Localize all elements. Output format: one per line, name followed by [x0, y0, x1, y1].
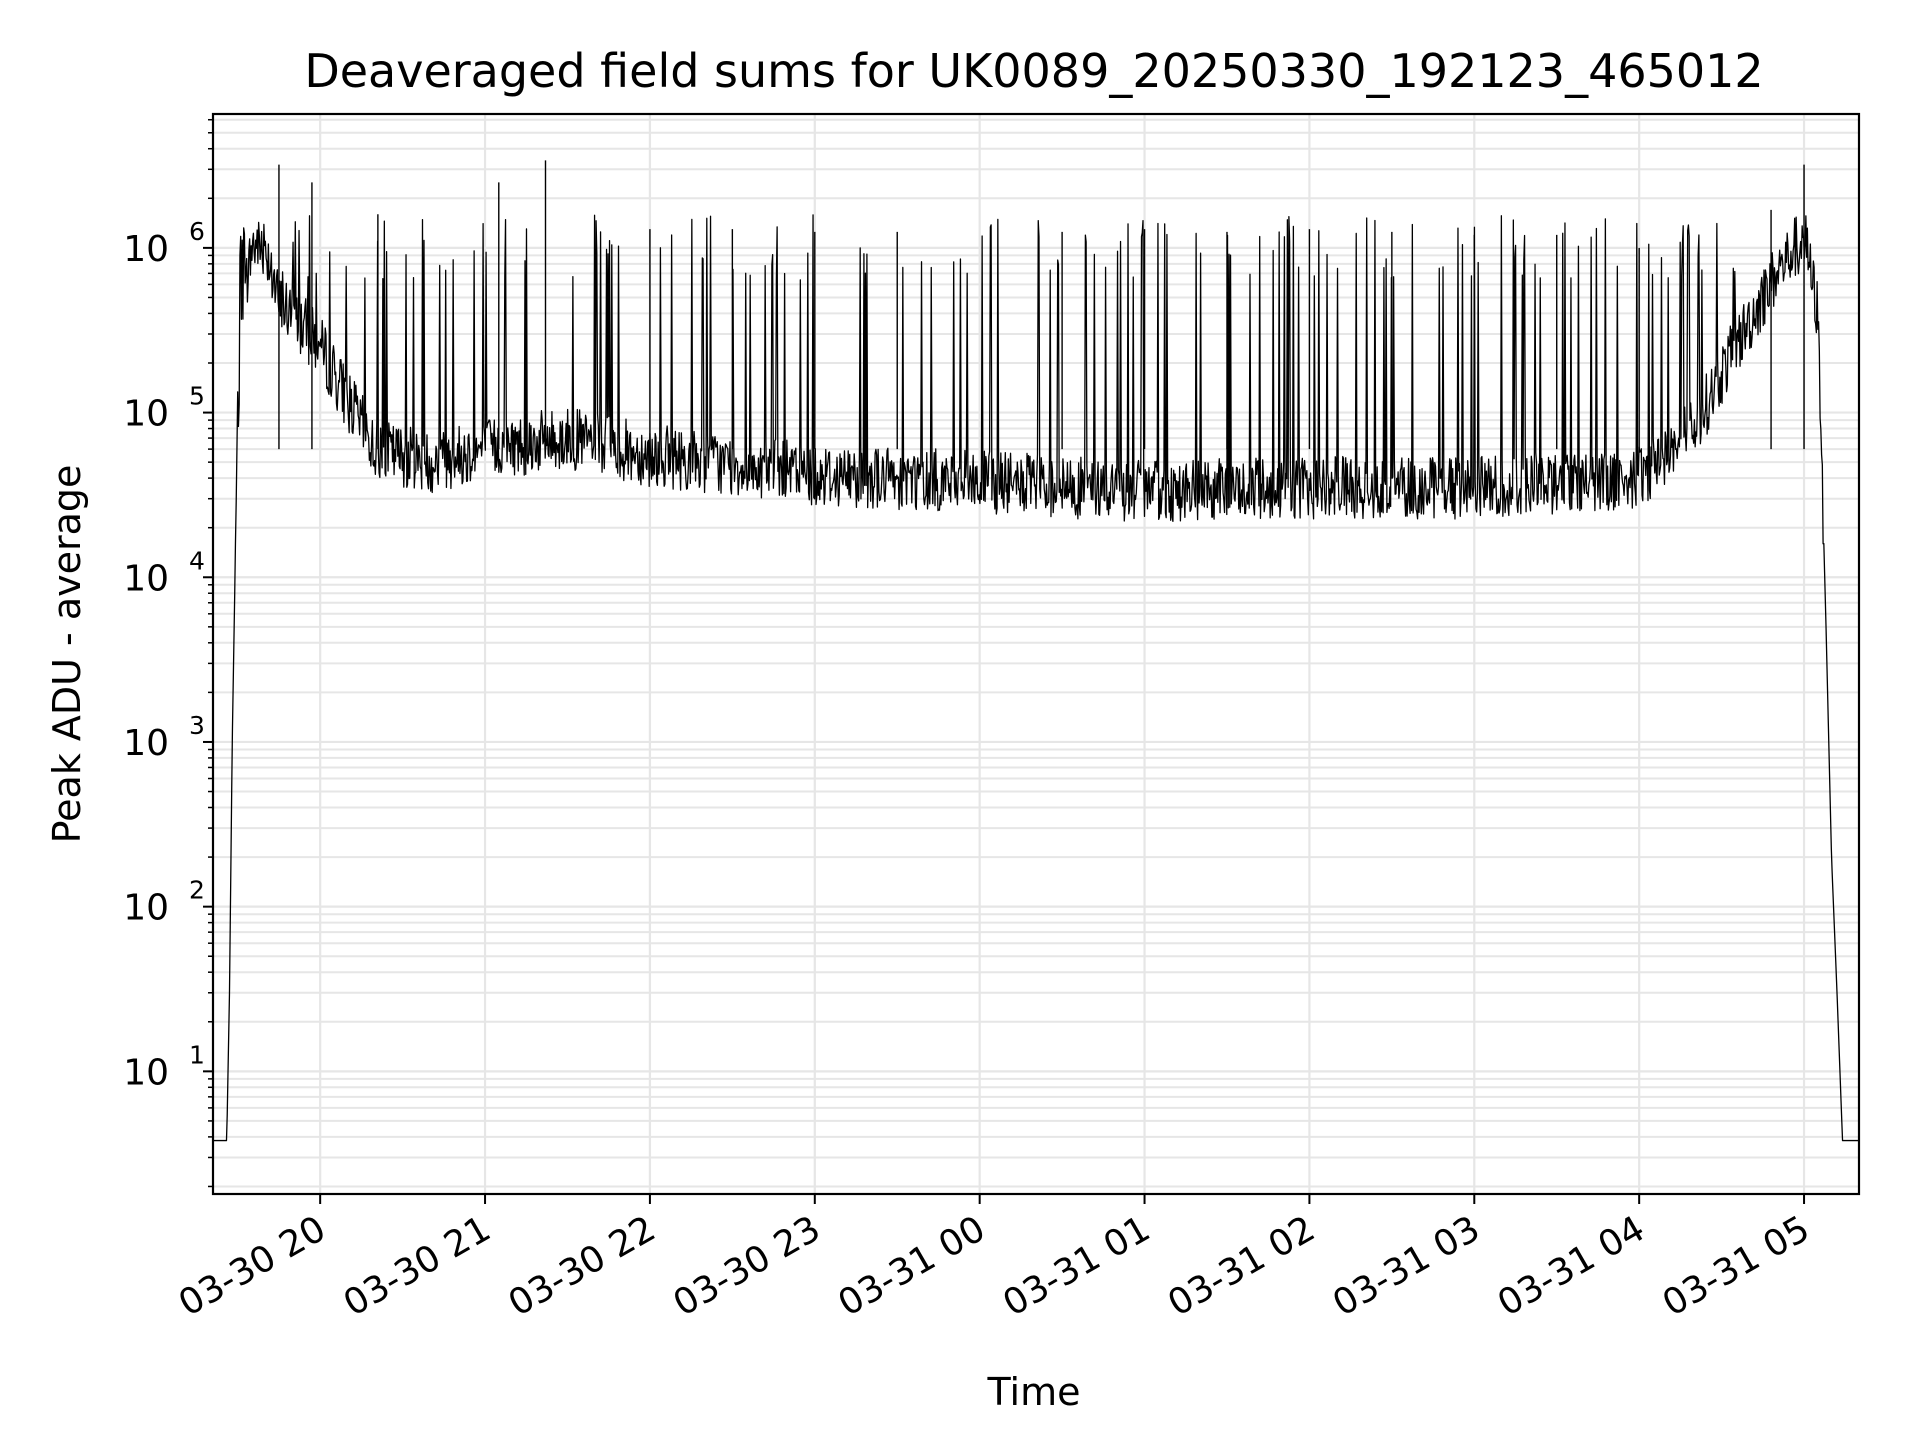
- y-tick-label: 10: [123, 1052, 169, 1093]
- chart-title: Deaveraged field sums for UK0089_2025033…: [304, 44, 1763, 98]
- plot-frame: [211, 112, 1861, 1196]
- y-tick-exponent: 5: [189, 382, 205, 411]
- y-tick-label: 10: [123, 558, 169, 599]
- y-tick-label: 10: [123, 394, 169, 435]
- y-tick-exponent: 1: [189, 1040, 205, 1069]
- y-tick-label: 10: [123, 229, 169, 270]
- x-axis-label: Time: [987, 1370, 1081, 1414]
- y-axis: 10 1 10 2 10 3 10 4 10 5 10 6: [123, 118, 213, 1188]
- y-tick-exponent: 2: [189, 876, 205, 905]
- series-line: [213, 214, 1859, 1142]
- y-tick-exponent: 3: [189, 711, 205, 740]
- y-tick-label: 10: [123, 723, 169, 764]
- plot-area: [213, 160, 1859, 1142]
- y-axis-label: Peak ADU - average: [45, 465, 89, 844]
- y-tick-exponent: 4: [189, 546, 205, 575]
- y-tick-label: 10: [123, 888, 169, 929]
- y-tick-exponent: 6: [189, 217, 205, 246]
